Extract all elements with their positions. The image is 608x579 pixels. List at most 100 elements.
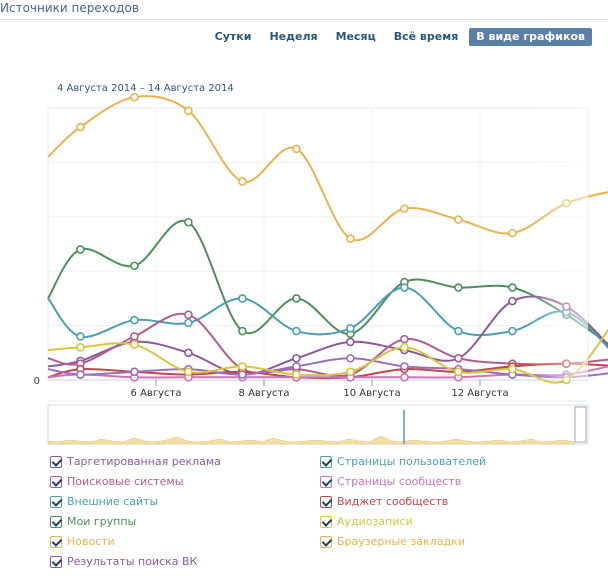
page-title: Источники переходов [0, 1, 139, 15]
data-point [508, 296, 517, 306]
legend-label: Виджет сообществ [337, 495, 449, 508]
data-point [454, 326, 463, 336]
data-point [454, 353, 463, 363]
data-point [238, 177, 247, 186]
data-point [292, 294, 301, 303]
legend-item[interactable]: Аудиозаписи [320, 515, 413, 528]
data-point [184, 348, 193, 358]
checkbox-checked-icon[interactable] [320, 515, 332, 528]
traffic-sources-chart: 0 6 Августа 8 Августа 10 Августа 12 Августа [34, 92, 608, 445]
data-point [238, 326, 247, 336]
data-point [184, 106, 193, 116]
tab-month[interactable]: Месяц [335, 30, 376, 43]
legend-item[interactable]: Внешние сайты [50, 495, 158, 508]
navigator-handle [574, 406, 587, 443]
checkbox-checked-icon[interactable] [50, 555, 62, 568]
x-tick-label: 12 Августа [451, 388, 508, 399]
tab-week[interactable]: Неделя [269, 30, 318, 43]
data-point [76, 122, 85, 132]
checkbox-checked-icon[interactable] [50, 535, 62, 548]
tab-day[interactable]: Сутки [214, 30, 252, 43]
legend-label: Мои группы [67, 515, 137, 528]
data-point [400, 362, 409, 371]
tab-graph-view[interactable]: В виде графиков [469, 28, 592, 46]
legend-item[interactable]: Страницы пользователей [320, 455, 486, 468]
data-point [346, 367, 355, 377]
data-point [76, 343, 85, 352]
legend-label: Страницы сообществ [337, 475, 462, 488]
x-tick-label: 6 Августа [131, 388, 182, 399]
legend-item[interactable]: Таргетированная реклама [50, 455, 221, 468]
data-point [508, 326, 517, 336]
data-point [76, 245, 85, 254]
data-point [130, 261, 139, 271]
legend-item[interactable]: Виджет сообществ [320, 495, 448, 508]
data-point [508, 228, 517, 238]
legend-label: Аудиозаписи [337, 515, 413, 528]
y-zero-label: 0 [34, 376, 40, 387]
data-point [400, 283, 409, 292]
checkbox-checked-icon[interactable] [320, 475, 332, 488]
legend-label: Таргетированная реклама [67, 455, 221, 468]
title-divider [0, 19, 608, 20]
data-point [292, 370, 301, 379]
data-point [346, 337, 355, 347]
checkbox-checked-icon[interactable] [50, 455, 62, 468]
data-point [400, 372, 409, 382]
legend-label: Внешние сайты [67, 495, 159, 508]
legend-label: Результаты поиска ВК [67, 555, 198, 568]
checkbox-checked-icon[interactable] [50, 515, 62, 528]
data-point [292, 353, 301, 363]
legend-item[interactable]: Браузерные закладки [320, 535, 465, 548]
data-point [346, 234, 355, 243]
navigator-news-area [47, 435, 575, 445]
legend-label: Поисковые системы [67, 475, 184, 488]
legend-label: Страницы пользователей [337, 455, 487, 468]
data-point [292, 326, 301, 336]
data-point [238, 370, 247, 379]
data-point [184, 310, 193, 320]
data-point [454, 367, 463, 377]
period-tabs: Сутки Неделя Месяц Всё время В виде граф… [208, 28, 592, 46]
x-tick-label: 10 Августа [343, 388, 400, 399]
data-point [346, 353, 355, 363]
navigator [47, 404, 589, 445]
series-line [47, 357, 608, 379]
legend-item[interactable]: Мои группы [50, 515, 136, 528]
legend-item[interactable]: Новости [50, 535, 115, 548]
legend-item[interactable]: Результаты поиска ВК [50, 555, 197, 568]
data-point [238, 362, 247, 371]
legend-item[interactable]: Страницы сообществ [320, 475, 461, 488]
checkbox-checked-icon[interactable] [50, 475, 62, 488]
data-point [130, 340, 139, 349]
legend-label: Новости [67, 535, 115, 548]
checkbox-checked-icon[interactable] [320, 495, 332, 508]
data-point [292, 144, 301, 154]
data-point [130, 92, 139, 102]
tab-all-time[interactable]: Всё время [393, 30, 459, 43]
checkbox-checked-icon[interactable] [50, 495, 62, 508]
data-point [238, 294, 247, 303]
data-point [400, 334, 409, 344]
data-point [130, 367, 139, 377]
data-point [130, 315, 139, 325]
data-point [346, 324, 355, 333]
date-range: 4 Августа 2014 – 14 Августа 2014 [57, 83, 234, 94]
x-tick-label: 8 Августа [239, 388, 290, 399]
data-point [184, 217, 193, 227]
checkbox-checked-icon[interactable] [320, 455, 332, 468]
data-point [400, 204, 409, 213]
legend-item[interactable]: Поисковые системы [50, 475, 183, 488]
data-point [508, 283, 517, 292]
checkbox-checked-icon[interactable] [320, 535, 332, 548]
data-point [292, 362, 301, 371]
future-fade [525, 108, 588, 380]
data-point [454, 283, 463, 292]
data-point [76, 370, 85, 379]
data-point [130, 332, 139, 341]
data-point [76, 332, 85, 341]
legend-label: Браузерные закладки [337, 535, 465, 548]
data-point [454, 215, 463, 224]
data-point [508, 364, 517, 374]
data-point [184, 318, 193, 328]
